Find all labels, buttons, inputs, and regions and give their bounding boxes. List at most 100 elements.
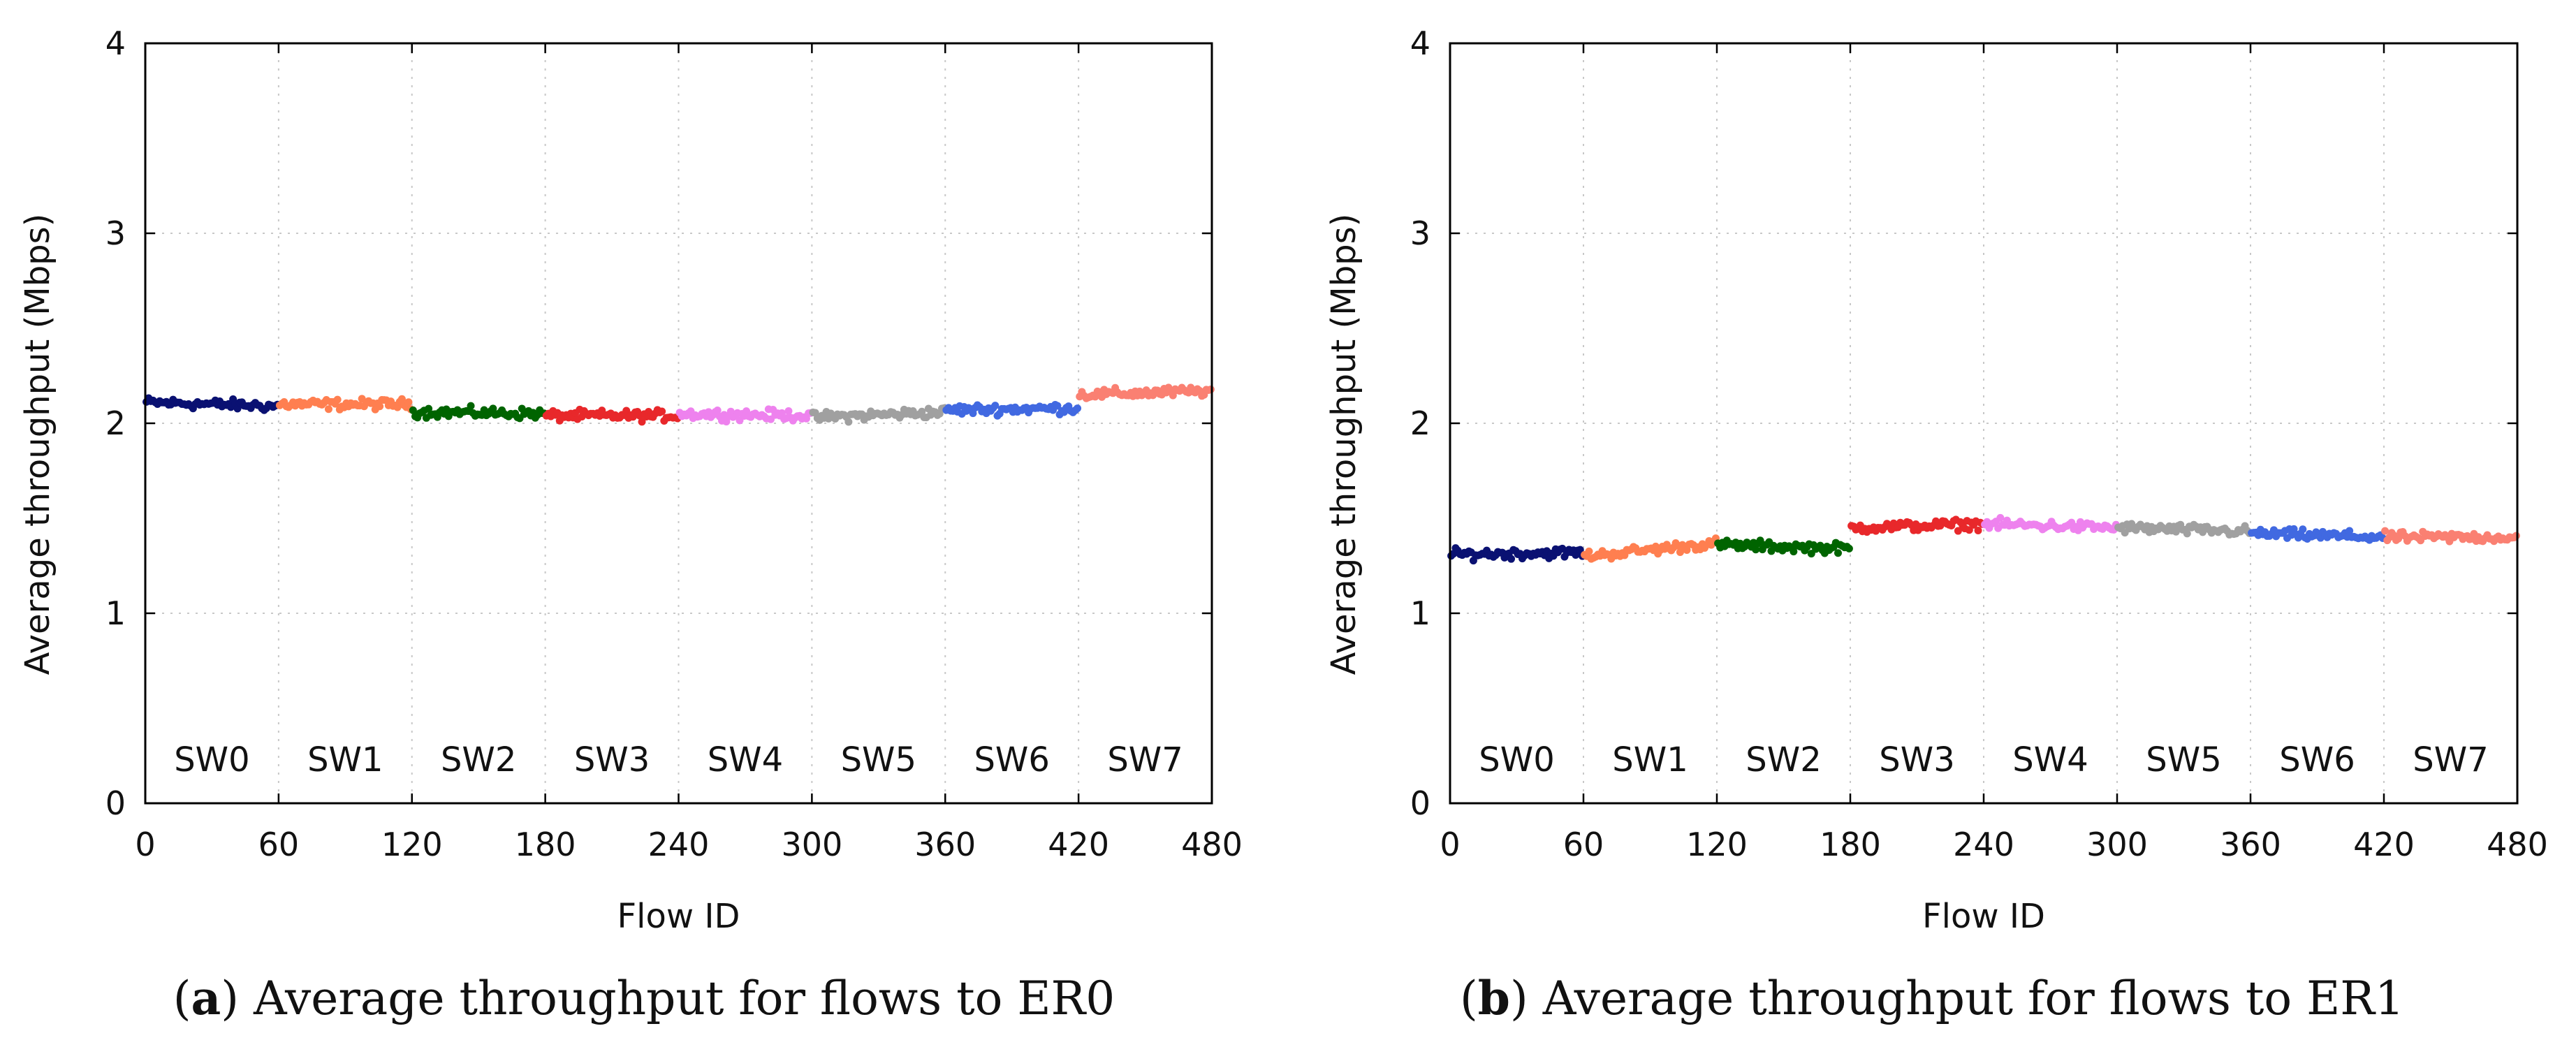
- x-tick-label: 300: [2086, 826, 2148, 863]
- segment-label: SW5: [2146, 740, 2221, 780]
- data-point: [1954, 527, 1962, 535]
- data-point: [1845, 544, 1853, 553]
- x-tick-label: 480: [1181, 826, 1243, 863]
- series-sw5: [2114, 520, 2253, 539]
- x-tick-label: 120: [381, 826, 443, 863]
- x-tick-label: 480: [2487, 826, 2548, 863]
- x-tick-label: 240: [1953, 826, 2014, 863]
- data-point: [777, 409, 786, 417]
- data-point: [1965, 526, 1973, 534]
- series-sw4: [675, 405, 815, 426]
- data-point: [404, 398, 413, 407]
- segment-label: SW0: [174, 740, 249, 780]
- data-point: [1974, 527, 1982, 535]
- segment-label: SW5: [841, 740, 916, 780]
- data-point: [1074, 404, 1082, 413]
- y-tick-label: 2: [105, 404, 126, 442]
- data-point: [638, 418, 646, 426]
- y-tick-label: 1: [105, 594, 126, 632]
- x-tick-label: 360: [2220, 826, 2281, 863]
- y-tick-label: 0: [105, 784, 126, 822]
- segment-label: SW1: [1612, 740, 1688, 780]
- y-axis-label: Average throughput (Mbps): [18, 214, 57, 675]
- y-tick-label: 3: [105, 214, 126, 252]
- segment-label: SW6: [2279, 740, 2355, 780]
- x-tick-label: 120: [1686, 826, 1748, 863]
- data-point: [991, 402, 1000, 410]
- data-point: [425, 404, 433, 413]
- data-point: [1576, 546, 1584, 554]
- segment-label: SW6: [974, 740, 1049, 780]
- data-point: [1752, 546, 1760, 554]
- data-point: [409, 406, 417, 414]
- caption-b-text: Average throughput for flows to ER1: [1542, 972, 2404, 1025]
- plot-frame: [1449, 42, 2519, 805]
- caption-a: (a) Average throughput for flows to ER0: [173, 971, 1115, 1025]
- x-tick-label: 60: [1563, 826, 1604, 863]
- y-axis-label: Average throughput (Mbps): [1324, 214, 1363, 675]
- series-sw2: [1714, 536, 1853, 558]
- series-sw0: [142, 394, 281, 414]
- x-tick-label: 0: [135, 826, 155, 863]
- x-tick-label: 240: [648, 826, 710, 863]
- segment-label: SW7: [1107, 740, 1183, 780]
- data-point: [2394, 534, 2403, 543]
- data-point: [489, 404, 497, 413]
- caption-b: (b) Average throughput for flows to ER1: [1460, 971, 2404, 1025]
- data-point: [333, 395, 342, 404]
- series-sw2: [409, 402, 548, 423]
- series-sw5: [809, 404, 949, 426]
- segment-label: SW2: [1746, 740, 1821, 780]
- y-tick-label: 0: [1410, 784, 1430, 822]
- data-point: [2299, 525, 2307, 534]
- data-point: [658, 407, 666, 416]
- segment-label: SW7: [2413, 740, 2488, 780]
- series-sw6: [942, 400, 1082, 420]
- data-point: [2381, 527, 2390, 535]
- x-axis-label: Flow ID: [1922, 897, 2045, 936]
- data-point: [1507, 555, 1516, 563]
- data-point: [2512, 532, 2520, 540]
- y-tick-label: 3: [1410, 214, 1430, 252]
- data-point: [467, 402, 475, 410]
- data-point: [1585, 547, 1593, 555]
- series-sw1: [1581, 534, 1720, 563]
- series-sw7: [1076, 383, 1215, 402]
- data-point: [844, 418, 853, 426]
- segment-label: SW2: [441, 740, 516, 780]
- data-point: [1169, 391, 1177, 400]
- data-point: [2346, 527, 2354, 535]
- series-sw4: [1981, 513, 2120, 534]
- data-point: [1053, 402, 1062, 410]
- data-point: [2172, 527, 2180, 536]
- series-sw1: [275, 395, 415, 414]
- y-tick-label: 1: [1410, 594, 1430, 632]
- segment-label: SW4: [708, 740, 783, 780]
- data-point: [397, 395, 406, 403]
- caption-a-text: Average throughput for flows to ER0: [254, 972, 1115, 1025]
- x-tick-label: 0: [1440, 826, 1460, 863]
- segment-label: SW0: [1479, 740, 1554, 780]
- caption-b-label: b: [1477, 971, 1510, 1025]
- data-point: [324, 405, 332, 414]
- data-point: [1790, 548, 1798, 556]
- segment-label: SW3: [574, 740, 650, 780]
- data-point: [1996, 513, 2005, 522]
- caption-a-label: a: [191, 971, 221, 1025]
- y-tick-label: 4: [1410, 24, 1430, 62]
- segment-label: SW3: [1879, 740, 1954, 780]
- x-tick-label: 300: [781, 826, 842, 863]
- x-tick-label: 180: [515, 826, 576, 863]
- series-sw6: [2248, 525, 2387, 544]
- data-point: [713, 406, 722, 414]
- series-sw0: [1447, 544, 1586, 565]
- data-point: [376, 402, 384, 411]
- series-sw7: [2381, 527, 2520, 546]
- chart-a: 0 60 120 180 240 300 360 420 480 0 1 2 3 4 SW0 SW1 SW2 SW…: [18, 24, 1243, 936]
- segment-label: SW4: [2012, 740, 2088, 780]
- data-point: [1834, 549, 1842, 557]
- data-point: [784, 407, 793, 416]
- x-tick-label: 60: [258, 826, 300, 863]
- segment-label: SW1: [307, 740, 383, 780]
